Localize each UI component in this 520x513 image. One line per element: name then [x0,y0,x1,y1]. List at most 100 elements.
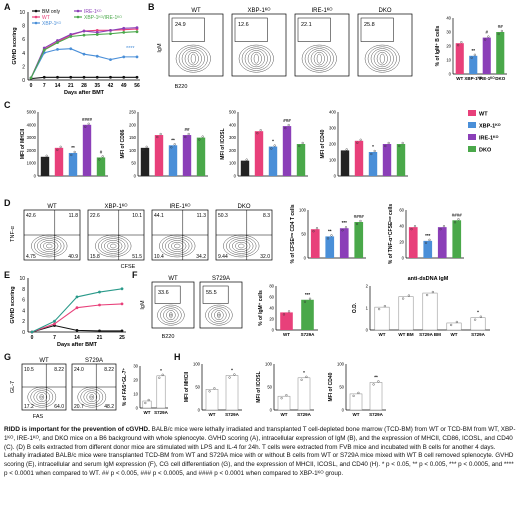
y-axis-label: MFI of CD40 [328,372,334,401]
x-tick-label: S729A [297,412,312,417]
y-tick-label: 100 [329,158,337,163]
data-point [484,38,487,41]
data-point [439,228,442,231]
data-point [144,401,147,405]
y-axis-label: % of CFSEˡᵒʷ CD4 T cells [290,204,296,263]
quadrant-value: 48.2 [104,404,114,410]
data-point [474,318,477,321]
y-tick-label: 200 [129,122,137,127]
bar [240,160,250,176]
data-point [56,39,59,42]
data-point [377,380,380,383]
data-point [345,148,348,151]
y-tick-label: 200 [329,142,337,147]
data-point [82,29,86,33]
contour-line [175,44,211,73]
contour-line [169,311,173,319]
data-point [208,390,211,393]
bar [455,43,464,74]
data-point [122,75,126,79]
data-point [101,155,104,158]
data-point [479,315,482,318]
data-point [95,54,99,58]
bar [310,229,320,258]
quadrant-value: 11.8 [69,213,79,219]
data-point [401,141,404,145]
contour-line [83,390,101,404]
data-point [359,138,362,141]
bar [297,377,311,411]
y-tick-label: 50 [267,385,272,390]
significance-label: * [477,310,479,315]
x-tick-label: 21 [97,335,103,341]
x-tick-label: S729A [154,410,169,415]
contour-line [46,243,53,249]
significance-label: #### [354,214,365,219]
data-point [56,75,59,79]
data-point [287,310,291,313]
bar [268,146,278,176]
data-point [135,75,139,79]
y-axis-label: % of IgM⁺ B cells [435,25,441,66]
data-point [98,158,101,161]
data-point [109,32,112,36]
contour-line [310,50,328,68]
quadrant-value: 22.6 [90,213,100,219]
contour-line [190,53,196,64]
legend-swatch [468,122,476,128]
x-tick-label: WT [283,332,290,337]
data-point [303,300,307,303]
data-point [442,225,446,228]
gate-box [202,285,229,304]
data-point [42,46,46,50]
data-point [326,237,330,240]
x-tick-label: WT BM [398,332,413,337]
data-point [424,241,428,244]
significance-label: *** [342,220,348,225]
flow-plot-title: WT [191,8,201,14]
contour-line [373,50,391,68]
contour-line [208,306,230,324]
y-axis-label: MFI of ICOSL [220,128,226,159]
x-tick-label: WT [379,332,386,337]
contour-line [244,48,268,69]
data-point [450,323,453,327]
quadrant-value: 40.9 [68,254,78,260]
x-tick-label: 0 [30,83,33,89]
data-point [357,391,360,394]
bar [496,32,505,74]
x-tick-label: WT [456,76,463,81]
legend-label: XBP-1ᴷᴼ [42,21,62,27]
data-point [344,226,348,229]
y-tick-label: 0 [304,256,307,261]
quadrant-value: 9.44 [218,254,228,260]
x-tick-label: S729A [225,412,240,417]
data-point [497,32,500,36]
significance-label: ** [71,145,75,150]
x-tick-label: 25 [119,335,125,341]
bar [368,152,378,176]
data-point [82,52,86,56]
significance-label: * [272,139,274,144]
y-tick-label: 20 [133,378,138,383]
contour-line [229,238,254,254]
bar [452,220,462,258]
x-tick-label: S729A [369,412,384,417]
flow-plot-title: IRE-1ᴷᴼ [312,7,333,14]
bar [68,152,78,176]
y-tick-label: 0 [334,174,337,179]
contour-line [253,53,259,64]
contour-line [165,238,190,254]
flow-plot-title: WT [47,204,57,210]
panel-d-cfse-flow: WT 42.6 11.8 4.75 40.9 XBP-1ᴷᴼ 22.6 10.1 15.8 51.… [10,203,464,270]
chart-title: anti-dsDNA IgM [408,276,449,282]
panel-letter-h: H [174,352,181,362]
significance-label: ** [328,228,332,233]
bar [422,292,438,331]
y-tick-label: 40 [446,16,451,21]
y-tick-label: 0 [449,72,452,77]
data-point [228,376,231,379]
contour-line [39,393,45,401]
data-point [75,295,79,299]
